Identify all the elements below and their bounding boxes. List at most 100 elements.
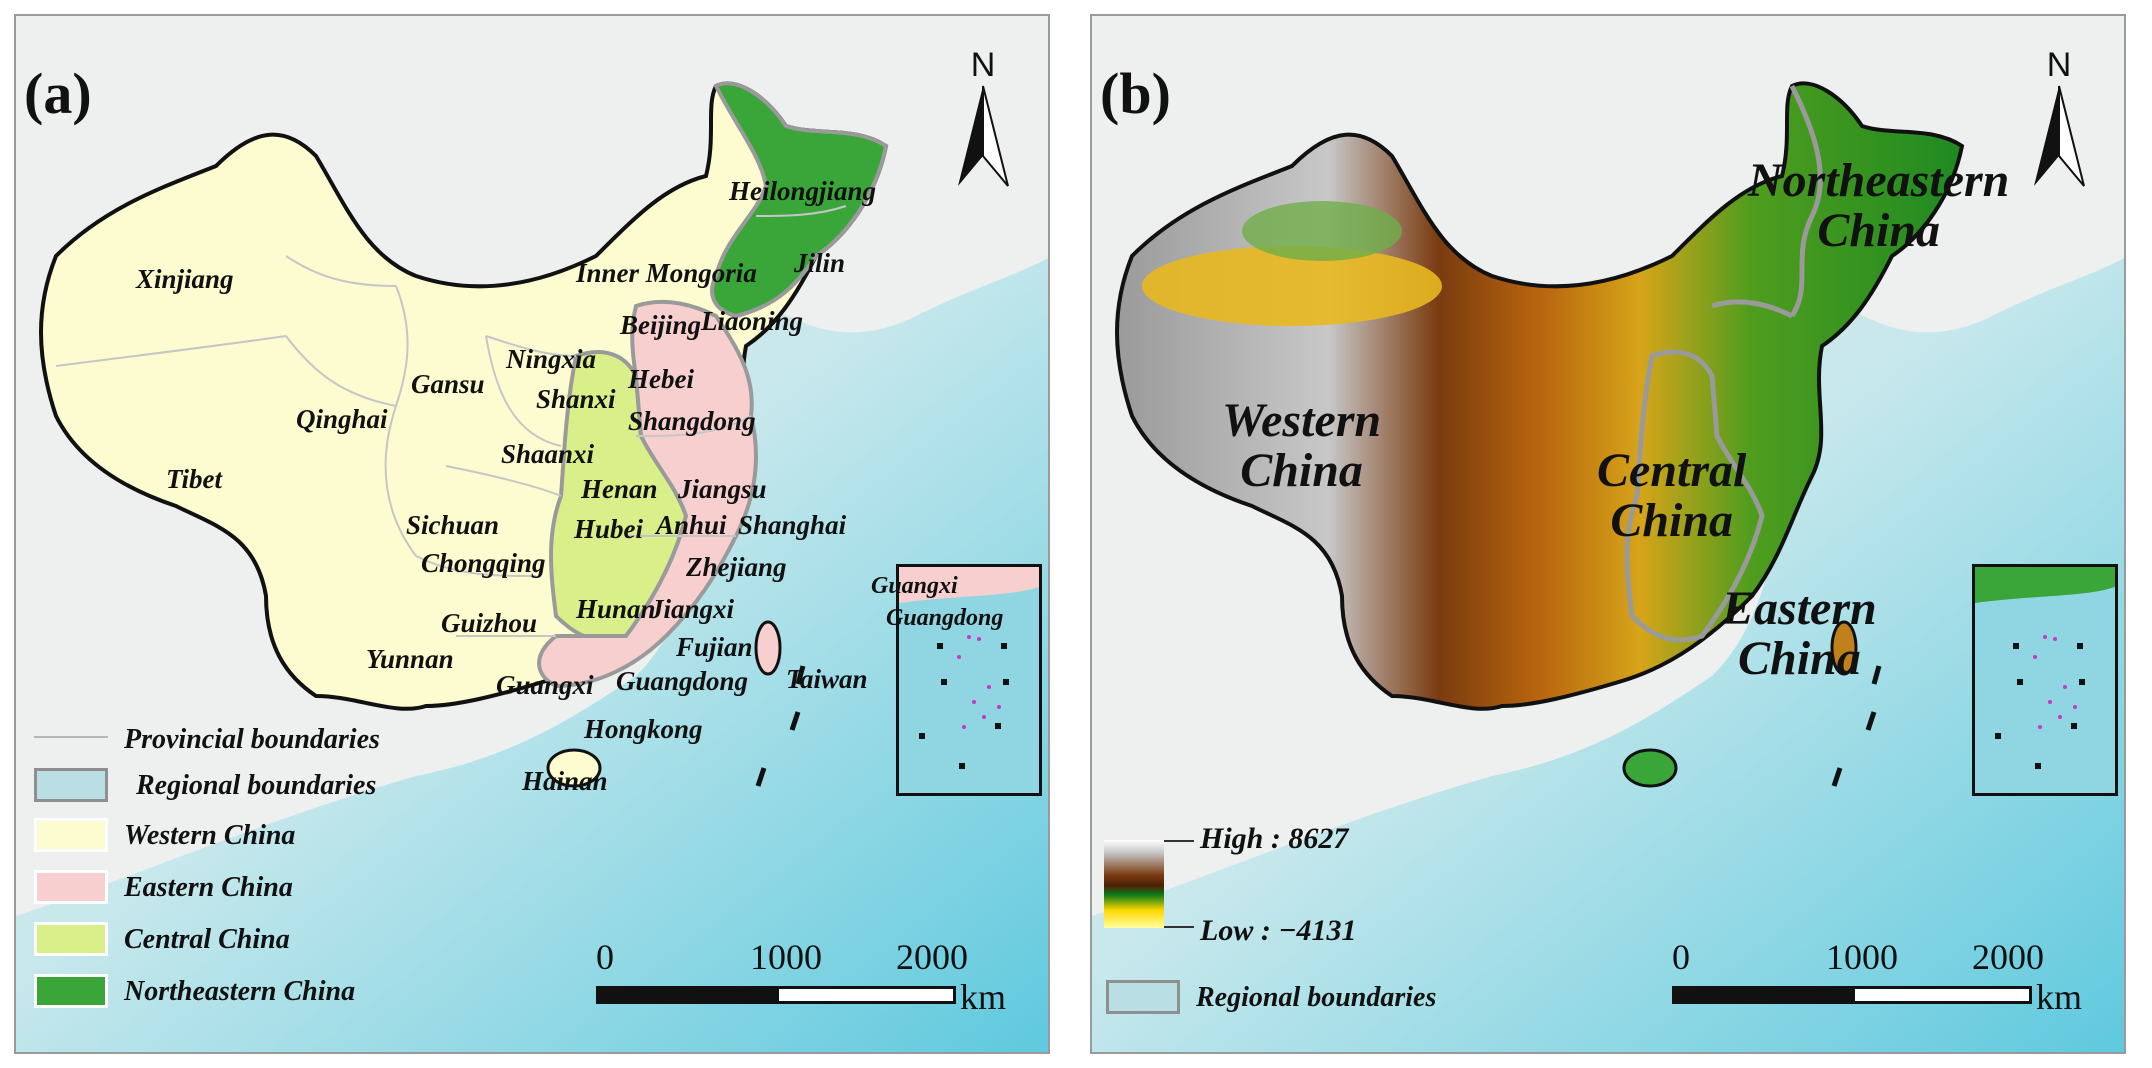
label-taiwan: Taiwan	[786, 664, 868, 694]
elevation-low-label: Low : −4131	[1200, 914, 1357, 947]
label-inner-mongolia: Inner Mongoria	[576, 258, 757, 288]
provincial-line-swatch	[34, 736, 108, 738]
taiwan-island	[754, 620, 782, 676]
scale-tick-0: 0	[596, 937, 614, 977]
label-eastern-china: Eastern China	[1722, 582, 1877, 686]
label-northeastern-line2: China	[1817, 204, 1941, 258]
north-letter-b: N	[2046, 46, 2072, 84]
label-northeastern-china: Northeastern China	[1748, 154, 2010, 258]
panel-b-tag: (b)	[1100, 61, 1171, 126]
hainan-island	[546, 748, 602, 788]
tarim-basin	[1142, 246, 1442, 326]
elevation-legend: High : 8627 Low : −4131 Regional boundar…	[1104, 816, 1564, 1016]
south-china-sea-inset	[896, 564, 1042, 796]
panel-a-tag: (a)	[24, 61, 92, 126]
label-zhejiang: Zhejiang	[686, 552, 787, 582]
label-shaanxi: Shaanxi	[501, 439, 595, 469]
label-yunnan: Yunnan	[366, 644, 454, 674]
scale-bar-a: 0 1000 2000 km	[596, 936, 1006, 1026]
legend-panel-a: Provincial boundaries Regional boundarie…	[20, 718, 500, 1038]
label-jiangxi: Jiangxi	[650, 594, 735, 624]
label-western-line1: Western	[1222, 394, 1382, 447]
legend-item-regional: Regional boundaries	[20, 764, 500, 804]
scale-tick-1000: 1000	[750, 937, 822, 977]
label-central-china: Central China	[1597, 444, 1747, 547]
label-hongkong: Hongkong	[584, 714, 703, 744]
northeastern-china-region	[710, 81, 889, 319]
label-inset-guangdong: Guangdong	[886, 605, 1004, 631]
label-henan: Henan	[581, 474, 658, 504]
north-arrow-icon	[958, 85, 1009, 187]
hainan-island-b	[1622, 748, 1678, 788]
panel-a-basemap	[16, 16, 1048, 1052]
scale-bar-b: 0 1000 2000 km	[1672, 936, 2082, 1026]
label-western-china: Western China	[1222, 394, 1382, 497]
scale-tick-2000-b: 2000	[1972, 937, 2044, 977]
taiwan-island-b	[1830, 620, 1858, 676]
legend-label-regional: Regional boundaries	[136, 770, 377, 801]
scale-unit: km	[960, 977, 1007, 1017]
label-fujian: Fujian	[676, 632, 753, 662]
panel-b-basemap	[1092, 16, 2124, 1052]
inset-map-b	[1975, 567, 2115, 793]
label-hebei: Hebei	[628, 364, 694, 394]
label-hubei: Hubei	[574, 514, 644, 544]
north-letter: N	[970, 46, 996, 84]
eastern-china-region	[537, 299, 758, 689]
label-chongqing: Chongqing	[421, 548, 546, 578]
label-jiangsu: Jiangsu	[678, 474, 767, 504]
junggar-basin	[1242, 201, 1402, 261]
label-gansu: Gansu	[411, 369, 485, 399]
scale-segment-white-b	[1852, 986, 2032, 1004]
legend-item-northeastern: Northeastern China	[20, 970, 500, 1010]
label-shangdong: Shangdong	[628, 406, 756, 436]
label-beijing: Beijing	[620, 310, 702, 340]
legend-label-regional-b: Regional boundaries	[1196, 982, 1437, 1013]
northeastern-swatch	[34, 974, 108, 1008]
scale-segment-white	[776, 986, 956, 1004]
panel-b-elevation-map: (b) N Western China Central China Easter…	[1090, 14, 2126, 1054]
label-eastern-line1: Eastern	[1722, 582, 1877, 635]
regional-boundaries-b	[1624, 84, 1823, 643]
ocean-b	[1092, 258, 2124, 1052]
label-anhui: Anhui	[656, 510, 727, 540]
label-liaoning: Liaoning	[701, 306, 804, 336]
label-ningxia: Ningxia	[506, 344, 597, 374]
label-eastern-line2: China	[1737, 632, 1861, 686]
label-qinghai: Qinghai	[296, 404, 388, 434]
scale-tick-0-b: 0	[1672, 937, 1690, 977]
inset-coast	[899, 567, 1039, 603]
label-jilin: Jilin	[794, 248, 846, 278]
legend-label-eastern: Eastern China	[124, 872, 293, 903]
legend-item-regional-b: Regional boundaries	[1092, 976, 1572, 1016]
scale-tick-2000: 2000	[896, 937, 968, 977]
regional-swatch-b	[1106, 980, 1180, 1014]
label-shanxi: Shanxi	[536, 384, 616, 414]
central-swatch	[34, 922, 108, 956]
label-northeastern-line1: Northeastern	[1748, 154, 2010, 207]
legend-item-central: Central China	[20, 918, 500, 958]
label-heilongjiang: Heilongjiang	[729, 176, 877, 206]
south-china-sea-inset-b	[1972, 564, 2118, 796]
elevation-color-ramp	[1104, 840, 1164, 928]
label-inset-guangxi: Guangxi	[871, 573, 958, 599]
regional-swatch	[34, 768, 108, 802]
panel-a-regional-map: (a) N Xinjiang Tibet Qinghai Gansu Ningx…	[14, 14, 1050, 1054]
north-arrow-b: N	[2024, 46, 2094, 196]
ocean	[16, 258, 1048, 1052]
scale-tick-1000-b: 1000	[1826, 937, 1898, 977]
scale-segment-black	[596, 986, 776, 1004]
label-tibet: Tibet	[166, 464, 222, 494]
label-hunan: Hunan	[576, 594, 656, 624]
label-guangdong: Guangdong	[616, 666, 749, 696]
sea-boundary-dashes-b	[1831, 665, 1882, 787]
label-central-line1: Central	[1597, 444, 1747, 497]
legend-label-provincial: Provincial boundaries	[124, 724, 380, 755]
label-hainan: Hainan	[522, 766, 608, 796]
sea-boundary-dashes	[755, 665, 806, 787]
north-arrow-icon-b	[2034, 85, 2085, 187]
legend-item-provincial: Provincial boundaries	[20, 718, 500, 758]
north-arrow-a: N	[948, 46, 1018, 196]
legend-item-eastern: Eastern China	[20, 866, 500, 906]
provincial-boundaries	[55, 205, 847, 638]
